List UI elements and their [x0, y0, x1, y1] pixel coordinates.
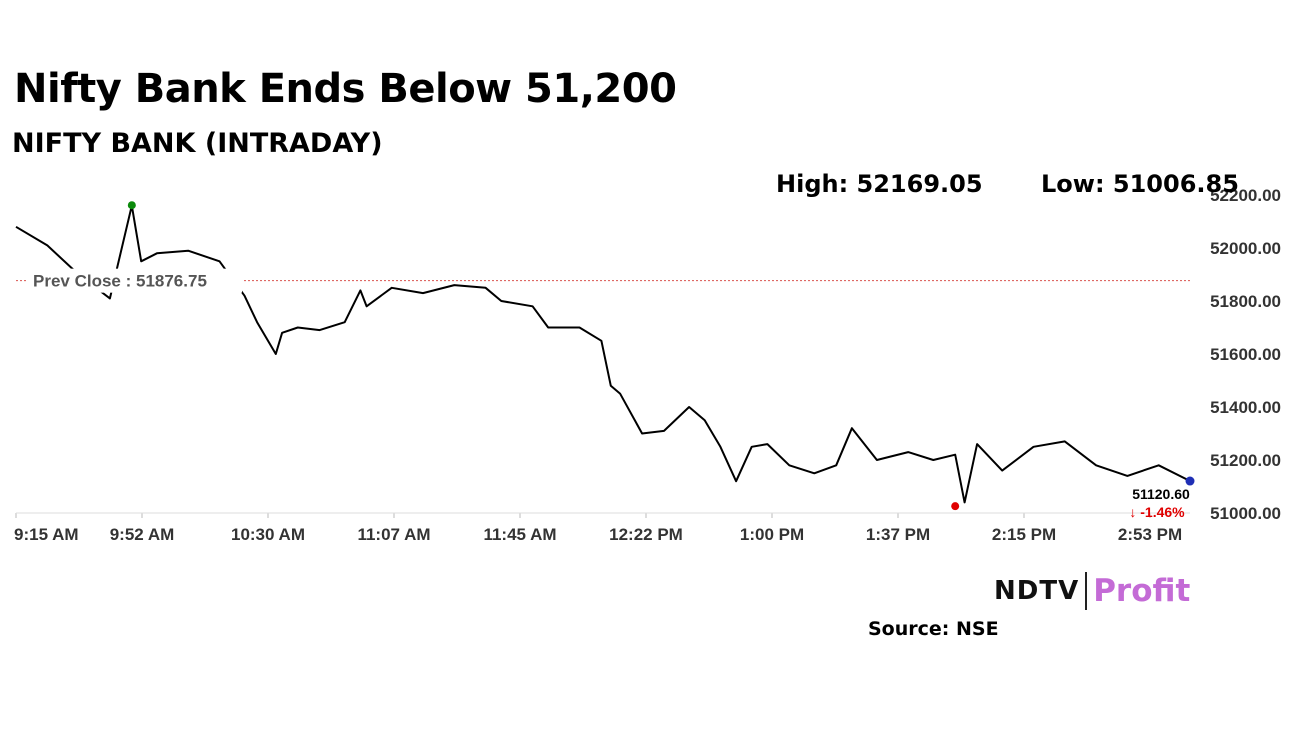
- prev-close-label-background: [28, 268, 242, 293]
- logo-profit-text: Profit: [1093, 573, 1191, 609]
- last-change-label: ↓ -1.46%: [1129, 504, 1185, 520]
- logo-ndtv-text: NDTV: [994, 576, 1080, 606]
- x-tick-label: 2:53 PM: [1118, 525, 1182, 544]
- y-tick-label: 51600.00: [1210, 345, 1281, 364]
- high-value-label: High: 52169.05: [776, 170, 983, 198]
- logo-divider: [1085, 572, 1088, 610]
- x-tick-label: 1:00 PM: [740, 525, 804, 544]
- low-marker: [951, 502, 960, 511]
- x-axis: 9:15 AM 9:52 AM 10:30 AM 11:07 AM 11:45 AM 12…: [14, 513, 1182, 544]
- x-tick-label: 11:07 AM: [357, 525, 430, 544]
- y-tick-label: 52200.00: [1210, 186, 1281, 205]
- x-tick-label: 9:15 AM: [14, 525, 79, 544]
- chart-subtitle: NIFTY BANK (INTRADAY): [12, 128, 383, 159]
- x-tick-label: 9:52 AM: [110, 525, 175, 544]
- y-tick-label: 52000.00: [1210, 239, 1281, 258]
- price-series-line: [15, 204, 1191, 504]
- x-tick-label: 2:15 PM: [992, 525, 1056, 544]
- last-price-label: 51120.60: [1132, 486, 1190, 502]
- x-tick-label: 10:30 AM: [231, 525, 305, 544]
- y-tick-label: 51000.00: [1210, 504, 1281, 523]
- low-value-label: Low: 51006.85: [1041, 170, 1239, 198]
- y-axis: 51000.00 51200.00 51400.00 51600.00 51800.00…: [1210, 186, 1281, 523]
- x-tick-label: 11:45 AM: [483, 525, 556, 544]
- ndtv-profit-logo: NDTV Profit: [994, 572, 1190, 610]
- x-tick-label: 1:37 PM: [866, 525, 930, 544]
- y-tick-label: 51400.00: [1210, 398, 1281, 417]
- y-tick-label: 51800.00: [1210, 292, 1281, 311]
- prev-close-label: Prev Close : 51876.75: [33, 272, 207, 291]
- high-marker: [127, 201, 136, 210]
- x-tick-label: 12:22 PM: [609, 525, 683, 544]
- source-note: Source: NSE: [868, 618, 999, 640]
- y-tick-label: 51200.00: [1210, 451, 1281, 470]
- last-price-marker: [1185, 476, 1195, 486]
- chart-title: Nifty Bank Ends Below 51,200: [14, 66, 677, 112]
